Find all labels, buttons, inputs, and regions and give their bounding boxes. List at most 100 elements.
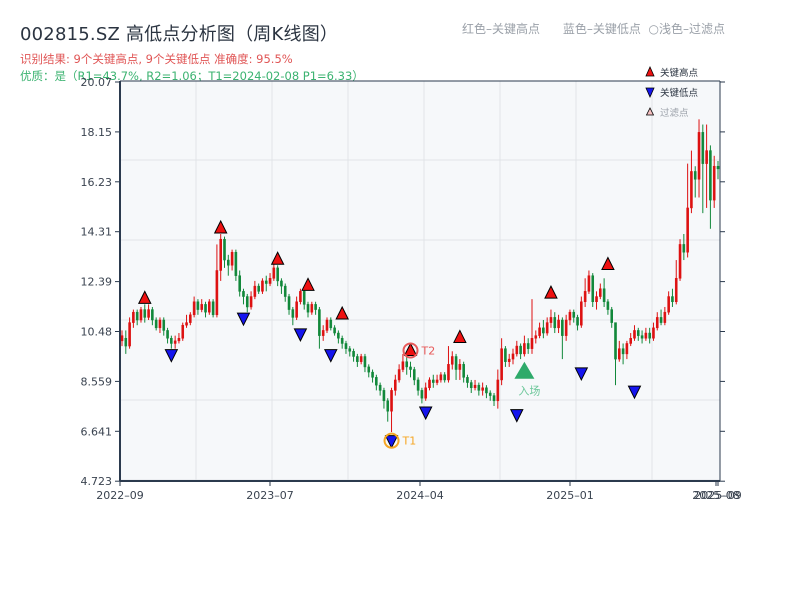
candle: [629, 337, 632, 344]
candle: [200, 304, 204, 310]
chart-title: 002815.SZ 高低点分析图（周K线图）: [20, 24, 339, 45]
candle: [268, 278, 272, 284]
candle: [215, 270, 219, 316]
result-summary: 识别结果: 9个关键高点, 9个关键低点 准确度: 95.5%: [20, 52, 293, 66]
y-tick-label: 16.23: [81, 176, 113, 189]
candle: [390, 390, 393, 412]
annotations: T1 T2 入场: [383, 342, 540, 449]
candle: [576, 317, 579, 326]
y-tick-label: 20.07: [81, 76, 113, 89]
candle: [507, 358, 511, 362]
candle: [515, 345, 519, 355]
candle: [223, 238, 226, 261]
candle: [257, 285, 260, 292]
key-high-marker: [453, 329, 467, 343]
candle: [557, 319, 560, 329]
entry-label: 入场: [518, 384, 540, 398]
candle: [128, 322, 131, 347]
candle: [690, 171, 693, 209]
candle: [625, 343, 629, 355]
candle: [568, 311, 572, 321]
candle: [276, 267, 279, 282]
candle: [253, 285, 257, 297]
candle: [283, 285, 287, 297]
candle: [139, 309, 143, 321]
t2-circle: [402, 342, 419, 359]
candle: [485, 387, 488, 394]
pivot-markers: [137, 219, 642, 449]
candle: [173, 340, 177, 344]
candle: [519, 345, 522, 355]
legend-low-icon: [645, 87, 655, 98]
candle: [177, 337, 181, 342]
candle: [135, 311, 139, 321]
candle: [534, 335, 538, 339]
candle: [663, 311, 667, 323]
candle: [674, 278, 678, 303]
candle: [192, 301, 196, 316]
candle: [633, 330, 636, 339]
candle: [614, 322, 617, 360]
candle: [124, 337, 128, 347]
candle: [245, 296, 249, 308]
candle: [538, 327, 541, 336]
candle: [678, 244, 682, 279]
candle: [238, 275, 241, 292]
candle: [162, 319, 166, 331]
candle: [583, 291, 587, 303]
key-low-marker: [627, 385, 642, 400]
candle: [693, 171, 697, 180]
key-low-marker: [509, 409, 524, 423]
candle: [424, 387, 427, 399]
candle: [477, 384, 481, 391]
candle: [401, 361, 405, 370]
candle: [230, 251, 234, 266]
candle: [397, 369, 401, 381]
candle: [443, 374, 446, 381]
candle: [356, 356, 359, 362]
key-high-marker: [213, 219, 228, 234]
candle: [481, 387, 484, 391]
key-high-marker: [301, 277, 315, 291]
candle: [709, 150, 712, 201]
legend-filtered-icon: [645, 107, 655, 116]
candle: [618, 348, 621, 360]
candle: [363, 356, 367, 368]
key-low-marker: [164, 349, 179, 363]
key-low-marker: [293, 328, 308, 342]
candle: [280, 280, 283, 287]
key-low-marker: [574, 367, 589, 382]
candle: [644, 332, 648, 339]
candle: [488, 392, 492, 396]
y-tick-label: 14.31: [81, 226, 113, 239]
candle: [306, 304, 310, 313]
candle: [454, 356, 458, 370]
key-high-marker: [137, 290, 152, 304]
candle: [302, 291, 306, 305]
key-low-marker: [418, 406, 433, 421]
candle: [333, 327, 336, 334]
candle: [394, 379, 397, 391]
candle: [170, 337, 173, 344]
candle: [185, 322, 188, 326]
candle: [329, 319, 333, 329]
candles: [120, 119, 720, 433]
legend-label: 过滤点: [660, 107, 689, 119]
x-tick-label: 2022–09: [96, 489, 144, 502]
candle: [712, 165, 716, 201]
candle: [264, 280, 268, 284]
y-tick-label: 8.559: [81, 375, 113, 388]
key-high-marker: [601, 256, 615, 270]
candle: [405, 361, 409, 368]
plot-area: [120, 81, 720, 481]
x-tick-label: 2025–08: [692, 489, 740, 502]
candle: [549, 317, 553, 323]
legend-label: 关键高点: [660, 67, 699, 79]
candle: [181, 324, 185, 339]
candle: [310, 304, 314, 313]
candle: [287, 296, 291, 310]
candle: [420, 390, 424, 399]
t2-label: T2: [421, 344, 436, 357]
